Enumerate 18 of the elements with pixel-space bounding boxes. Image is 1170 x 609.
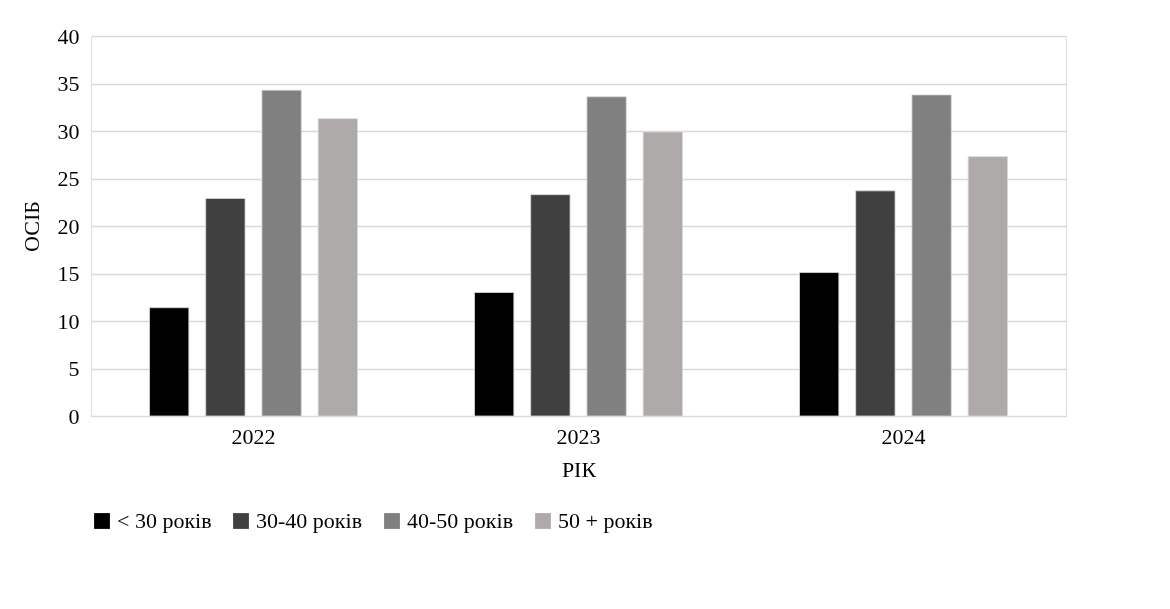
y-tick-label: 35 [57, 71, 80, 96]
legend-label: 40-50 років [407, 508, 514, 533]
y-tick-label: 5 [68, 356, 80, 381]
x-axis-title: РІК [561, 456, 597, 482]
y-tick-label: 10 [57, 308, 80, 334]
x-tick-label: 2024 [881, 423, 926, 449]
y-tick-label: 40 [57, 23, 80, 49]
legend-label: < 30 років [117, 508, 212, 533]
x-tick-label: 2022 [231, 423, 276, 449]
y-tick-label: 25 [57, 166, 80, 191]
legend-label: 50 + років [558, 508, 653, 533]
y-tick-label: 20 [57, 213, 80, 239]
x-tick-label: 2023 [556, 423, 601, 449]
y-tick-label: 30 [57, 118, 80, 144]
y-tick-label: 15 [57, 261, 80, 286]
y-axis-title: ОСІБ [18, 201, 44, 252]
y-tick-label: 0 [68, 403, 80, 429]
legend-label: 30-40 років [256, 508, 363, 533]
